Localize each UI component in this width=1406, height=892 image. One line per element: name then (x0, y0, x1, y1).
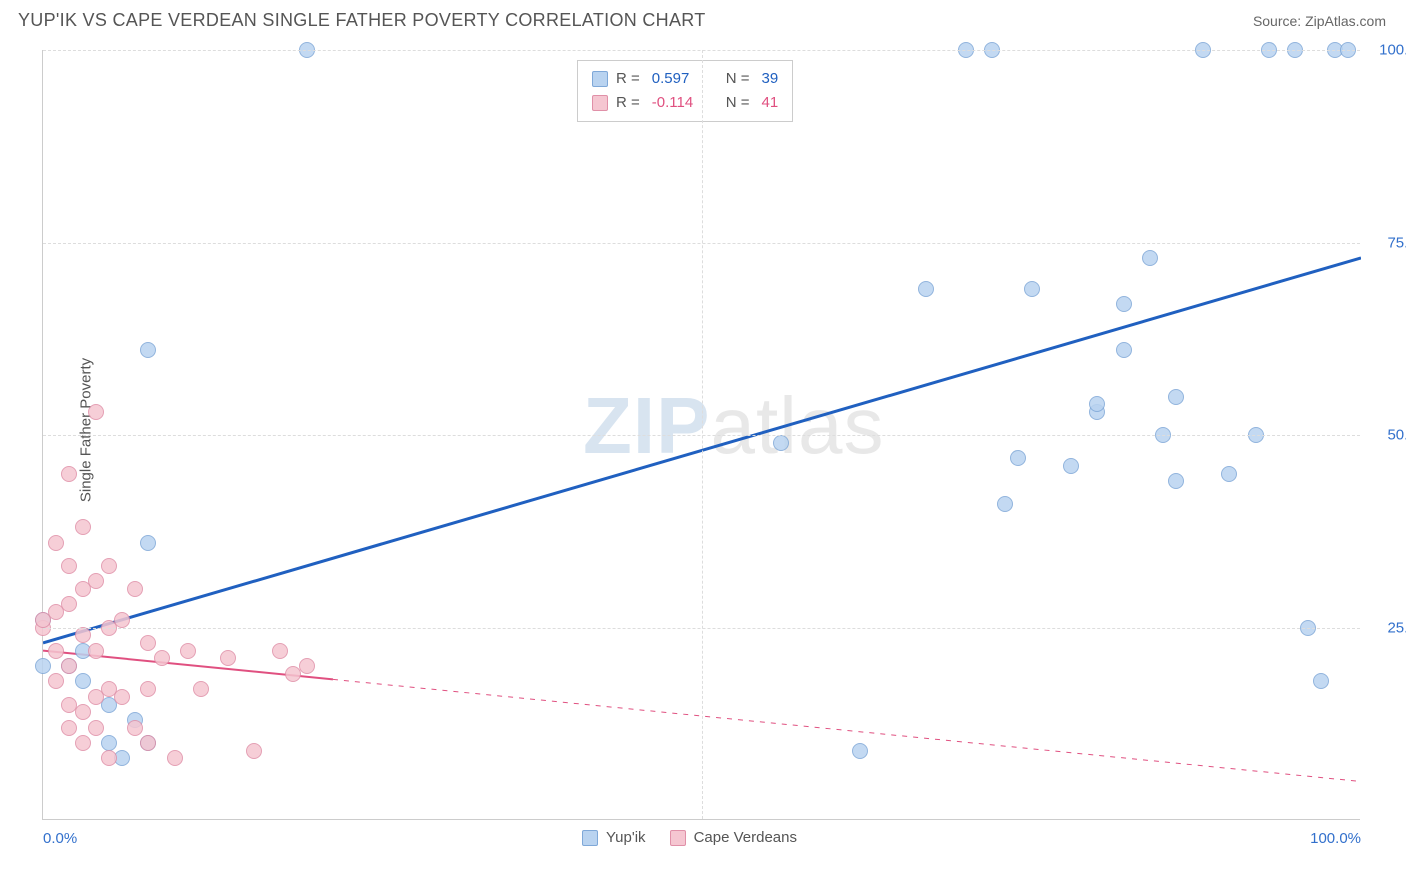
y-tick-label: 25.0% (1370, 619, 1406, 636)
series-legend-item: Yup'ik (582, 826, 646, 850)
scatter-point (127, 720, 143, 736)
scatter-point (272, 643, 288, 659)
x-tick-label: 100.0% (1310, 830, 1361, 847)
scatter-point (140, 635, 156, 651)
scatter-point (114, 689, 130, 705)
scatter-point (88, 573, 104, 589)
scatter-point (1221, 466, 1237, 482)
scatter-point (1063, 458, 1079, 474)
scatter-point (48, 535, 64, 551)
legend-swatch (582, 830, 598, 846)
r-label: R = (616, 67, 640, 91)
scatter-point (75, 627, 91, 643)
scatter-point (75, 704, 91, 720)
scatter-point (88, 720, 104, 736)
scatter-point (299, 658, 315, 674)
scatter-point (114, 612, 130, 628)
series-legend-label: Yup'ik (606, 826, 646, 850)
scatter-point (61, 596, 77, 612)
gridline-vertical (702, 50, 703, 819)
scatter-point (61, 720, 77, 736)
r-label: R = (616, 91, 640, 115)
plot-container: ZIPatlas R =0.597N =39R =-0.114N =41 25.… (42, 50, 1360, 820)
scatter-point (1116, 296, 1132, 312)
scatter-point (773, 435, 789, 451)
scatter-point (1024, 281, 1040, 297)
scatter-point (193, 681, 209, 697)
scatter-point (88, 643, 104, 659)
scatter-point (127, 581, 143, 597)
scatter-point (75, 673, 91, 689)
scatter-point (1313, 673, 1329, 689)
scatter-point (101, 750, 117, 766)
scatter-point (101, 735, 117, 751)
legend-swatch (592, 71, 608, 87)
scatter-point (918, 281, 934, 297)
scatter-point (140, 342, 156, 358)
scatter-point (88, 404, 104, 420)
scatter-point (48, 643, 64, 659)
n-value: 39 (762, 67, 779, 91)
scatter-point (61, 466, 77, 482)
r-value: 0.597 (652, 67, 706, 91)
series-legend-label: Cape Verdeans (694, 826, 797, 850)
scatter-point (1116, 342, 1132, 358)
scatter-point (61, 558, 77, 574)
scatter-point (1010, 450, 1026, 466)
legend-swatch (592, 95, 608, 111)
series-legend: Yup'ik Cape Verdeans (582, 826, 797, 850)
scatter-point (75, 735, 91, 751)
scatter-point (852, 743, 868, 759)
scatter-point (1142, 250, 1158, 266)
n-label: N = (726, 91, 750, 115)
scatter-point (1168, 389, 1184, 405)
n-value: 41 (762, 91, 779, 115)
scatter-point (140, 735, 156, 751)
scatter-point (48, 673, 64, 689)
scatter-point (154, 650, 170, 666)
stats-legend-row: R = 0.597 N = 39 (592, 67, 778, 91)
x-tick-label: 0.0% (43, 830, 77, 847)
stats-legend-row: R = -0.114 N = 41 (592, 91, 778, 115)
scatter-point (101, 558, 117, 574)
scatter-point (220, 650, 236, 666)
chart-title: YUP'IK VS CAPE VERDEAN SINGLE FATHER POV… (18, 10, 706, 31)
scatter-point (140, 535, 156, 551)
plot-area: ZIPatlas R =0.597N =39R =-0.114N =41 25.… (42, 50, 1360, 820)
scatter-point (1168, 473, 1184, 489)
scatter-point (1089, 396, 1105, 412)
r-value: -0.114 (652, 91, 706, 115)
source-label: Source: ZipAtlas.com (1253, 13, 1386, 29)
n-label: N = (726, 67, 750, 91)
scatter-point (140, 681, 156, 697)
scatter-point (61, 658, 77, 674)
scatter-point (997, 496, 1013, 512)
stats-legend: R = 0.597 N = 39 R = -0.114 N = 41 (577, 60, 793, 122)
series-legend-item: Cape Verdeans (670, 826, 797, 850)
scatter-point (167, 750, 183, 766)
y-tick-label: 50.0% (1370, 427, 1406, 444)
scatter-point (35, 658, 51, 674)
legend-swatch (670, 830, 686, 846)
y-tick-label: 75.0% (1370, 234, 1406, 251)
y-tick-label: 100.0% (1370, 42, 1406, 59)
chart-header: YUP'IK VS CAPE VERDEAN SINGLE FATHER POV… (0, 0, 1406, 39)
scatter-point (75, 519, 91, 535)
scatter-point (246, 743, 262, 759)
scatter-point (180, 643, 196, 659)
